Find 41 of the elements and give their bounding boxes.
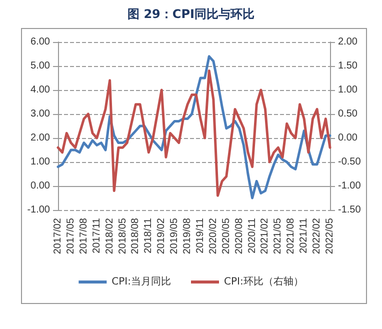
x-tick-label: 2018/02 (104, 218, 116, 254)
x-tick-label: 2019/11 (194, 218, 206, 254)
x-tick-label: 2018/08 (130, 218, 142, 254)
x-tick-label: 2017/05 (65, 218, 76, 254)
y-tick-label: 1.00 (30, 156, 50, 168)
y2-tick-label: -1.00 (338, 180, 362, 192)
x-tick-label: 2020/02 (208, 218, 219, 254)
x-tick-label: 2021/05 (272, 218, 284, 254)
x-tick-label: 2019/05 (169, 218, 180, 254)
y2-tick-label: -0.50 (338, 156, 362, 168)
x-tick-label: 2021/08 (286, 218, 297, 254)
x-tick-label: 2022/05 (324, 218, 336, 254)
y2-tick-label: 0.50 (338, 108, 358, 120)
x-tick-label: 2019/02 (156, 218, 168, 254)
y-tick-label: 4.00 (30, 84, 50, 96)
y2-tick-label: 0.00 (338, 132, 358, 144)
x-tick-label: 2017/11 (91, 218, 102, 254)
x-tick-label: 2021/11 (298, 218, 310, 254)
y-tick-label: 3.00 (30, 108, 50, 120)
y2-tick-label: 2.00 (338, 36, 358, 48)
x-tick-label: 2022/02 (312, 218, 323, 254)
legend-label: CPI:环比（右轴） (224, 276, 304, 288)
x-tick-label: 2020/08 (234, 218, 245, 254)
chart-title: 图 29：CPI同比与环比 (126, 6, 256, 23)
y-tick-label: 6.00 (30, 36, 50, 48)
x-tick-label: 2020/11 (246, 218, 258, 254)
y2-tick-label: 1.50 (338, 60, 358, 72)
x-tick-label: 2017/08 (78, 218, 90, 254)
y-tick-label: 5.00 (30, 60, 50, 72)
x-tick-label: 2018/05 (117, 218, 128, 254)
x-tick-label: 2019/08 (182, 218, 194, 254)
x-tick-label: 2017/02 (52, 218, 64, 254)
x-tick-label: 2021/02 (260, 218, 271, 254)
y-tick-label: 0.00 (30, 180, 50, 192)
y2-tick-label: 1.00 (338, 84, 358, 96)
x-tick-label: 2018/11 (143, 218, 154, 254)
y-tick-label: -1.00 (27, 204, 50, 216)
y-tick-label: 2.00 (30, 132, 50, 144)
x-tick-label: 2020/05 (220, 218, 232, 254)
legend-label: CPI:当月同比 (112, 276, 172, 288)
y2-tick-label: -1.50 (338, 204, 362, 216)
